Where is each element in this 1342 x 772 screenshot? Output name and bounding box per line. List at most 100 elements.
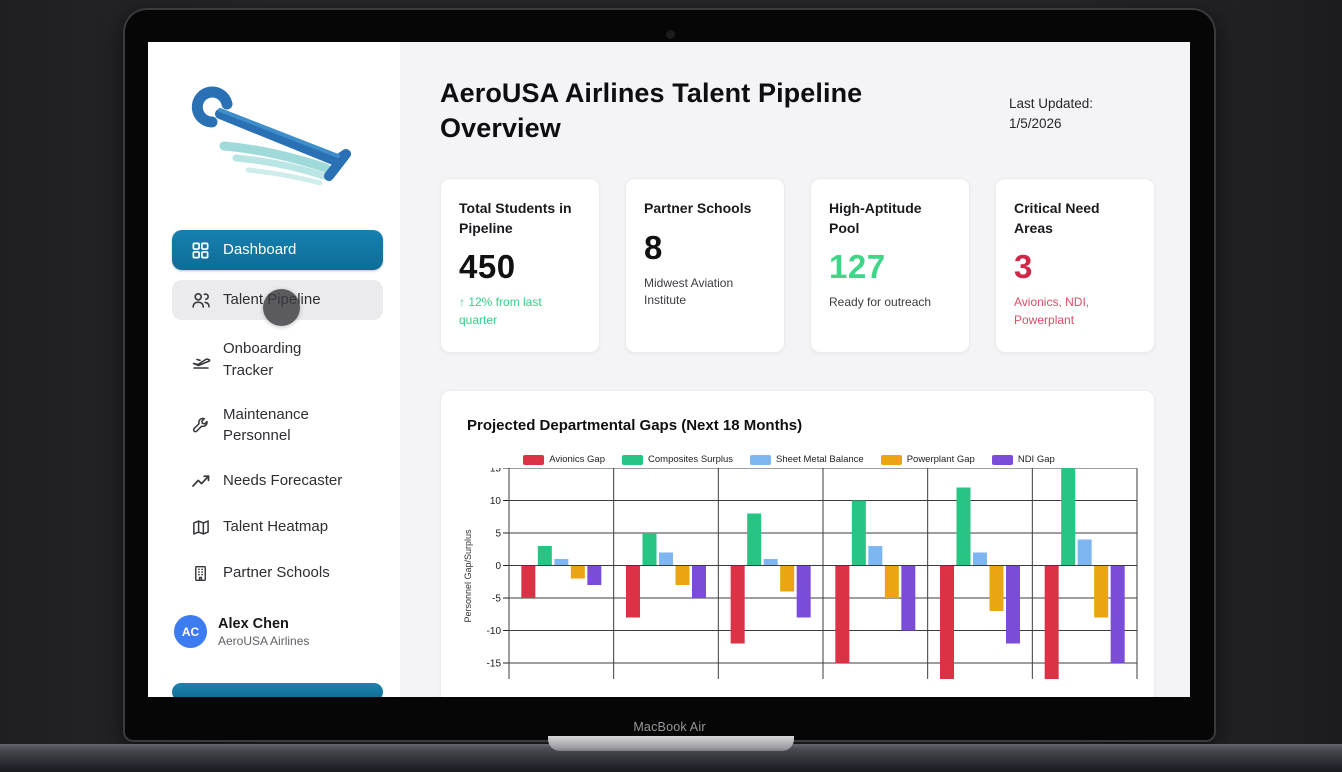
legend-swatch-icon xyxy=(622,454,644,465)
last-updated-value: 1/5/2026 xyxy=(1008,116,1062,132)
legend-item[interactable]: Sheet Metal Balance xyxy=(750,454,864,465)
sidebar-item-dashboard[interactable]: Dashboard xyxy=(172,230,383,270)
bar-powerplant-gap xyxy=(675,565,690,586)
stat-card-high-aptitude: High-Aptitude Pool 127 Ready for outreac… xyxy=(810,178,970,354)
page-header: AeroUSA Airlines Talent Pipeline Overvie… xyxy=(440,76,1155,146)
chart-plot: 15 10 5 0 -5 -10 -15 Personnel Gap/Surplus xyxy=(461,464,1154,696)
bar-sheet-metal-balance xyxy=(659,552,673,566)
sidebar-item-onboarding-tracker[interactable]: Onboarding Tracker xyxy=(172,330,383,390)
app-screen: Dashboard Talent Pipeline xyxy=(148,42,1190,697)
stat-value: 127 xyxy=(829,248,886,286)
main-content: AeroUSA Airlines Talent Pipeline Overvie… xyxy=(400,42,1190,697)
stat-value: 450 xyxy=(459,248,516,286)
stat-value: 8 xyxy=(644,228,663,266)
bar-composites-surplus xyxy=(642,533,657,566)
legend-swatch-icon xyxy=(880,454,902,465)
bar-sheet-metal-balance xyxy=(1077,539,1092,566)
bar-powerplant-gap xyxy=(570,565,585,579)
wrench-icon xyxy=(190,415,211,436)
cursor-indicator xyxy=(263,289,300,326)
user-profile[interactable]: AC Alex Chen AeroUSA Airlines xyxy=(172,615,383,648)
svg-text:-10: -10 xyxy=(487,626,502,637)
legend-label: Sheet Metal Balance xyxy=(776,454,864,466)
laptop-base xyxy=(0,736,1342,772)
bar-ndi-gap xyxy=(901,565,916,631)
page-title: AeroUSA Airlines Talent Pipeline Overvie… xyxy=(440,78,863,144)
svg-text:10: 10 xyxy=(490,496,502,507)
stat-label: Total Students in Pipeline xyxy=(459,200,572,236)
sidebar-item-talent-heatmap[interactable]: Talent Heatmap xyxy=(172,507,383,547)
legend-item[interactable]: Avionics Gap xyxy=(523,454,605,465)
stat-subtext: Midwest Aviation Institute xyxy=(644,275,734,308)
bar-ndi-gap xyxy=(1006,565,1020,644)
building-icon xyxy=(190,563,211,584)
bar-sheet-metal-balance xyxy=(763,559,778,566)
user-org: AeroUSA Airlines xyxy=(218,633,310,648)
sidebar-item-label: Partner Schools xyxy=(223,564,330,582)
avatar: AC xyxy=(174,615,207,648)
bar-composites-surplus xyxy=(537,546,552,566)
bar-powerplant-gap xyxy=(780,565,795,592)
stat-cards-row: Total Students in Pipeline 450 ↑ 12% fro… xyxy=(440,178,1155,354)
legend-swatch-icon xyxy=(991,454,1013,465)
bar-avionics-gap xyxy=(521,565,536,599)
last-updated: Last Updated: 1/5/2026 xyxy=(1009,94,1093,135)
plane-icon xyxy=(190,349,211,370)
bar-avionics-gap xyxy=(940,565,954,683)
legend-swatch-icon xyxy=(750,454,772,465)
winged-wrench-logo xyxy=(186,84,371,190)
sidebar-item-label: Onboarding Tracker xyxy=(223,340,302,379)
legend-swatch-icon xyxy=(523,454,545,465)
bar-powerplant-gap xyxy=(1094,565,1109,618)
sidebar-item-label: Dashboard xyxy=(223,241,297,259)
gaps-chart-card: Projected Departmental Gaps (Next 18 Mon… xyxy=(440,390,1155,697)
user-name: Alex Chen xyxy=(218,615,289,632)
stat-card-partner-schools: Partner Schools 8 Midwest Aviation Insti… xyxy=(625,178,785,354)
sidebar-item-needs-forecaster[interactable]: Needs Forecaster xyxy=(172,461,383,501)
device-label: MacBook Air xyxy=(633,720,706,734)
stat-subtext: Avionics, NDI, Powerplant xyxy=(1014,295,1090,327)
bar-ndi-gap xyxy=(692,565,706,599)
gaps-chart-svg: 15 10 5 0 -5 -10 -15 Personnel Gap/Surplus xyxy=(463,464,1138,696)
sidebar-item-maintenance-personnel[interactable]: Maintenance Personnel xyxy=(172,396,383,456)
stat-label: Critical Need Areas xyxy=(1014,200,1100,236)
bar-avionics-gap xyxy=(730,565,745,644)
bar-avionics-gap xyxy=(626,565,640,618)
stat-subtext: ↑ 12% from last quarter xyxy=(459,295,542,327)
sidebar-bottom-button[interactable] xyxy=(172,683,383,697)
bar-ndi-gap xyxy=(587,565,602,586)
stat-value: 3 xyxy=(1014,248,1033,286)
bar-sheet-metal-balance xyxy=(554,559,569,566)
sidebar-item-label: Talent Heatmap xyxy=(223,518,329,536)
stat-label: High-Aptitude Pool xyxy=(829,200,922,236)
legend-item[interactable]: NDI Gap xyxy=(991,454,1055,465)
legend-label: Powerplant Gap xyxy=(906,454,975,466)
bar-sheet-metal-balance xyxy=(868,546,883,566)
last-updated-label: Last Updated: xyxy=(1008,96,1093,111)
sidebar-item-label: Needs Forecaster xyxy=(223,472,343,490)
svg-text:15: 15 xyxy=(490,468,502,475)
bar-composites-surplus xyxy=(851,500,866,566)
sidebar-item-label: Maintenance Personnel xyxy=(223,405,309,445)
stat-subtext: Ready for outreach xyxy=(829,295,932,310)
sidebar: Dashboard Talent Pipeline xyxy=(148,42,400,697)
webcam-dot xyxy=(665,30,675,39)
svg-text:Personnel Gap/Surplus: Personnel Gap/Surplus xyxy=(463,529,473,623)
grid-icon xyxy=(190,240,211,261)
svg-text:-5: -5 xyxy=(492,594,501,605)
stat-label: Partner Schools xyxy=(644,200,752,217)
svg-text:5: 5 xyxy=(495,529,501,540)
legend-item[interactable]: Powerplant Gap xyxy=(880,454,975,466)
bar-composites-surplus xyxy=(956,487,971,566)
svg-text:-15: -15 xyxy=(487,659,502,670)
bar-ndi-gap xyxy=(796,565,811,618)
bar-avionics-gap xyxy=(1044,565,1059,696)
bar-avionics-gap xyxy=(835,565,850,664)
bar-powerplant-gap xyxy=(884,565,899,599)
bar-composites-surplus xyxy=(747,513,762,566)
sidebar-item-partner-schools[interactable]: Partner Schools xyxy=(172,553,383,593)
legend-item[interactable]: Composites Surplus xyxy=(622,454,733,465)
chart-title: Projected Departmental Gaps (Next 18 Mon… xyxy=(467,417,803,435)
laptop-bezel: Dashboard Talent Pipeline xyxy=(123,8,1216,742)
